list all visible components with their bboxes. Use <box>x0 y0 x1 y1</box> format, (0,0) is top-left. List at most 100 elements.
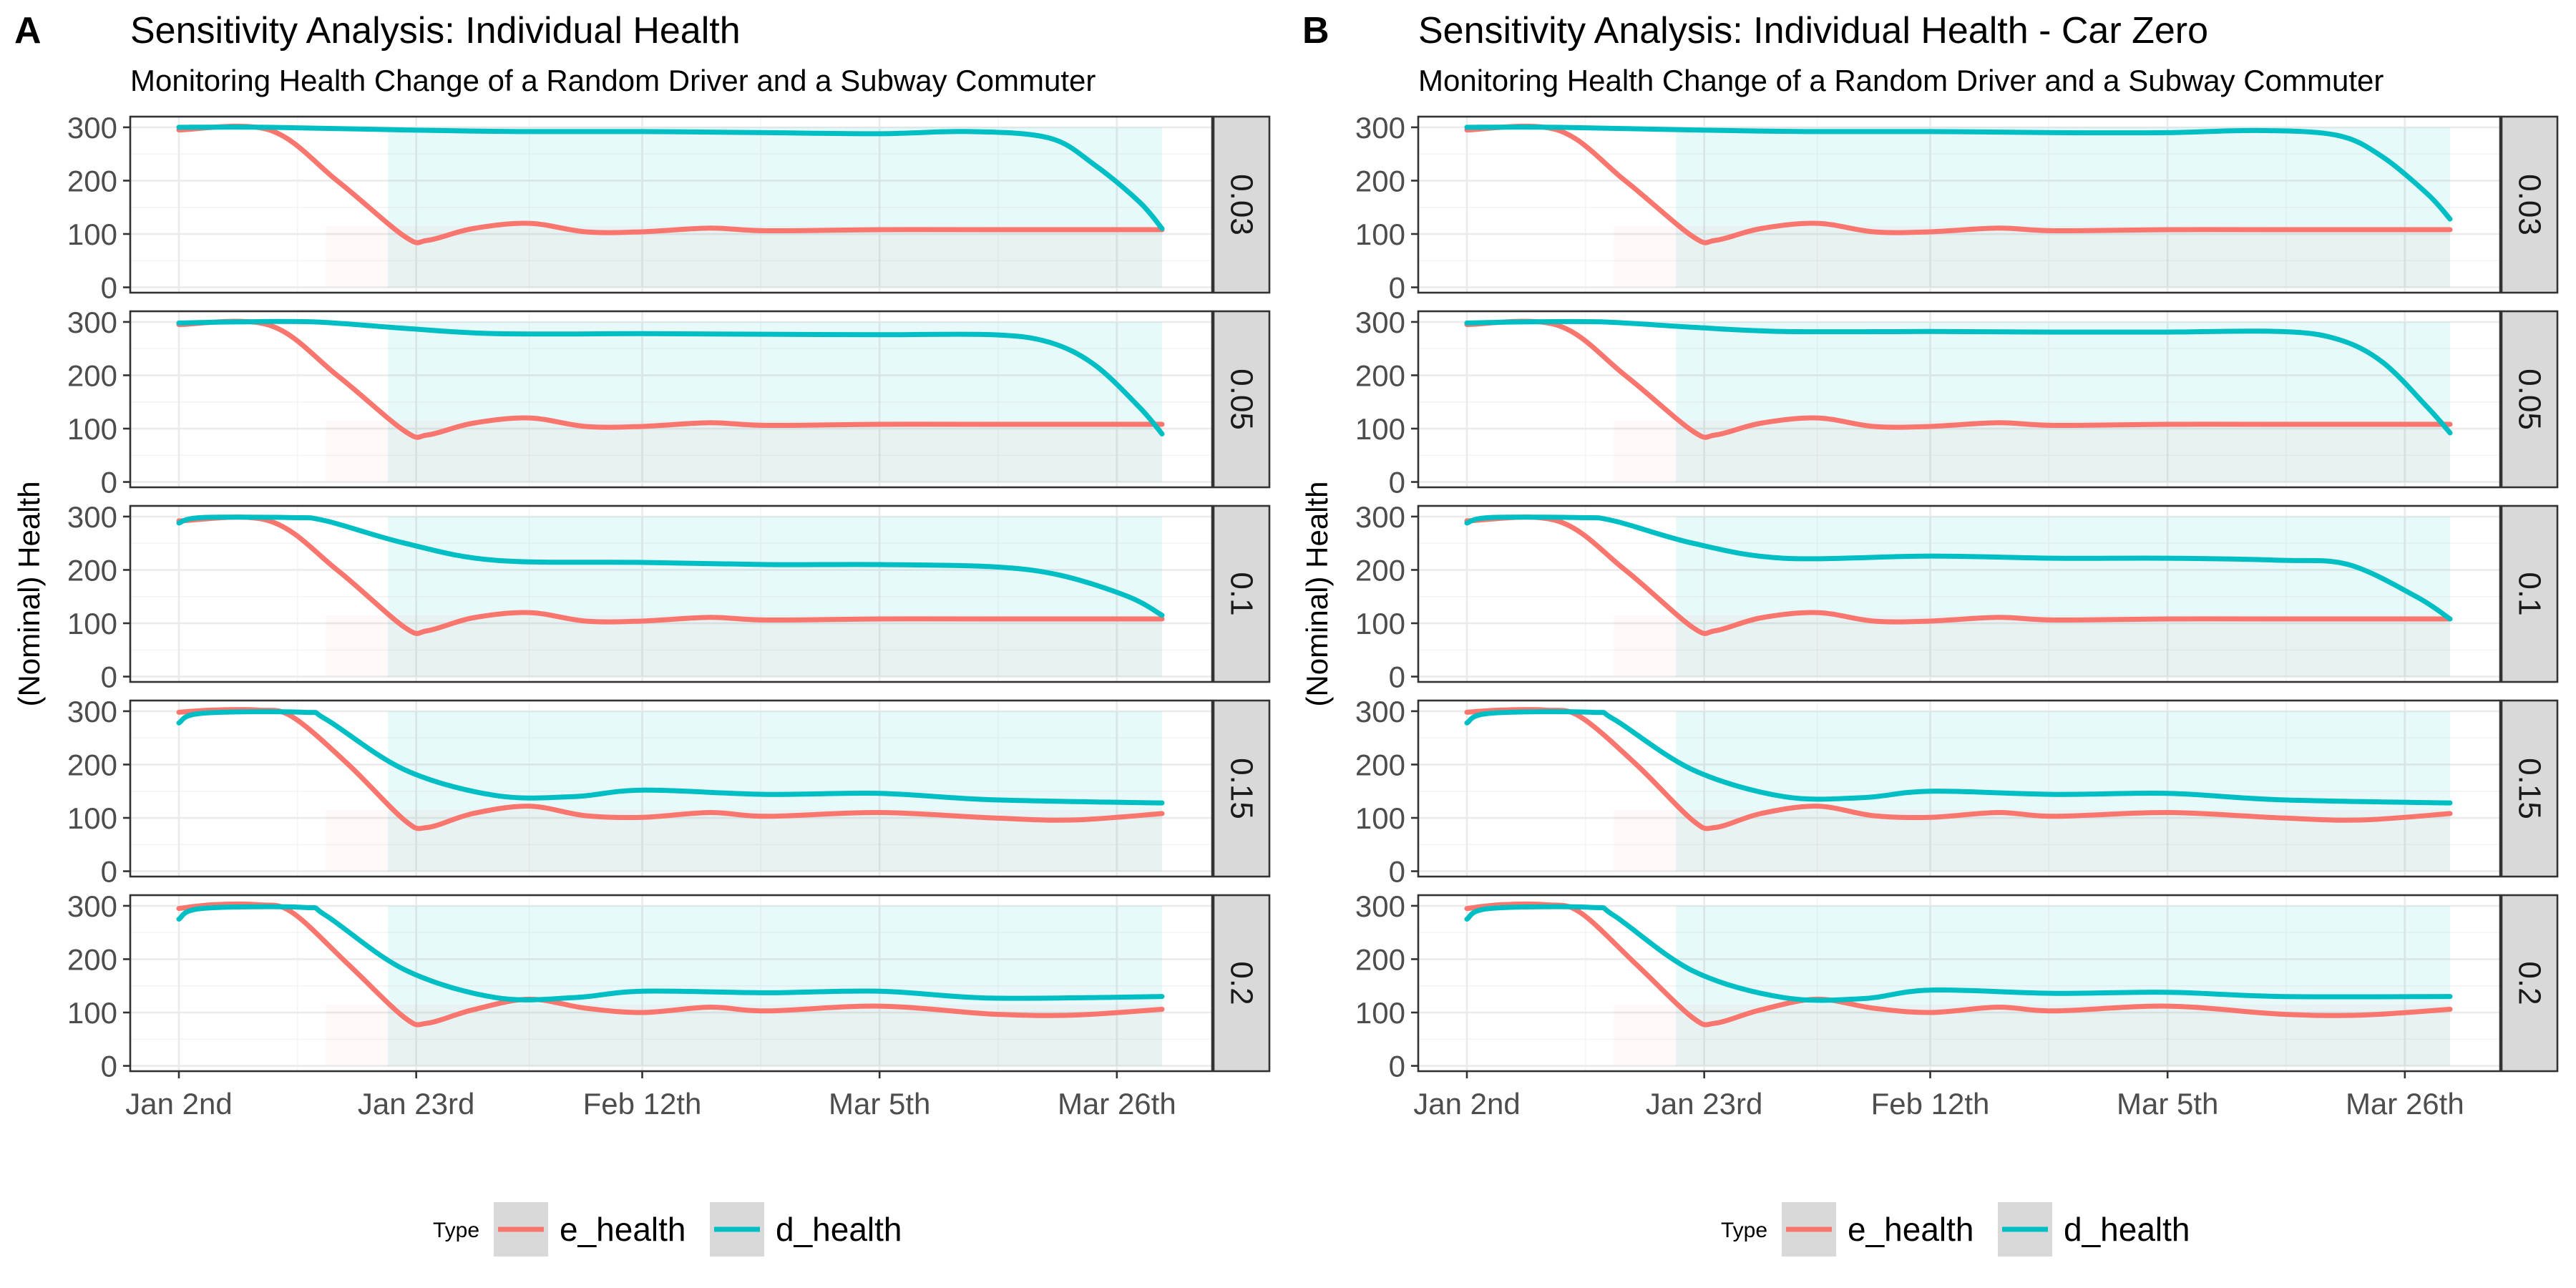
x-tick-label: Feb 12th <box>1871 1087 1990 1121</box>
y-tick-label: 100 <box>67 218 117 251</box>
y-tick-label: 100 <box>1355 218 1405 251</box>
y-tick-label: 100 <box>67 801 117 835</box>
facet-border <box>129 310 1214 489</box>
x-tick-label: Jan 2nd <box>1413 1087 1520 1121</box>
d-health-band <box>388 905 1163 1066</box>
facet-strip <box>1212 310 1271 489</box>
legend-title: Type <box>1721 1219 1767 1242</box>
legend: Type e_health d_health <box>1721 1202 2190 1257</box>
series-line-e-health <box>1464 318 2453 440</box>
x-tick-label: Feb 12th <box>583 1087 702 1121</box>
y-tick-label: 0 <box>101 271 117 305</box>
e-health-band <box>326 225 1163 288</box>
facet-strip <box>1212 504 1271 683</box>
facet-strip <box>1212 699 1271 878</box>
facet-0.15: 0 100 200 300 0.15 <box>1355 695 2559 889</box>
facet-border <box>129 894 1214 1073</box>
facet-strip-label: 0.03 <box>2512 174 2547 235</box>
plot-subtitle: Monitoring Health Change of a Random Dri… <box>130 64 1096 97</box>
facet-strip <box>2500 894 2559 1073</box>
e-health-band <box>1614 420 2450 482</box>
y-tick-label: 200 <box>67 164 117 197</box>
facet-0.1: 0 100 200 300 0.1 <box>1355 500 2559 694</box>
plot-title: Sensitivity Analysis: Individual Health <box>130 10 741 52</box>
series-line-d-health <box>176 709 1165 806</box>
y-tick-label: 0 <box>1389 271 1405 305</box>
y-tick-label: 300 <box>1355 111 1405 145</box>
y-tick-label: 300 <box>1355 306 1405 339</box>
series-line-e-health <box>176 318 1165 440</box>
facet-0.03: 0 100 200 300 0.03 <box>67 111 1271 305</box>
y-tick-label: 0 <box>1389 466 1405 499</box>
series-line-d-health <box>1464 318 2453 436</box>
plot-title: Sensitivity Analysis: Individual Health … <box>1418 10 2208 52</box>
y-tick-label: 200 <box>1355 748 1405 781</box>
facet-strip <box>1212 115 1271 294</box>
panel-tag: A <box>14 10 42 52</box>
y-tick-label: 200 <box>1355 164 1405 197</box>
series-line-d-health <box>176 904 1165 1002</box>
facet-background <box>1418 311 2500 487</box>
facet-0.05: 0 100 200 300 0.05 <box>1355 306 2559 499</box>
facet-border <box>1417 115 2502 294</box>
y-tick-label: 200 <box>67 942 117 976</box>
legend-label-e-health: e_health <box>1848 1211 1974 1248</box>
chart-panel-a: A Sensitivity Analysis: Individual Health… <box>12 10 1271 1257</box>
y-tick-label: 100 <box>1355 607 1405 640</box>
y-axis-title: (Nominal) Health <box>12 481 46 706</box>
y-tick-label: 100 <box>1355 412 1405 446</box>
series-line-e-health <box>1464 123 2453 245</box>
facet-strip-label: 0.05 <box>2512 369 2547 430</box>
series-line-e-health <box>176 901 1165 1028</box>
series-line-d-health <box>1464 709 2453 806</box>
chart-panel-b: B Sensitivity Analysis: Individual Health… <box>1300 10 2559 1257</box>
legend-label-d-health: d_health <box>2064 1211 2190 1248</box>
facet-border <box>1417 699 2502 878</box>
y-tick-label: 100 <box>67 607 117 640</box>
series-line-e-health <box>176 707 1165 831</box>
y-tick-label: 100 <box>67 412 117 446</box>
facet-background <box>130 117 1212 293</box>
series-line-d-health <box>176 514 1165 618</box>
facet-border <box>129 115 1214 294</box>
y-tick-label: 300 <box>1355 889 1405 923</box>
facet-strip-label: 0.15 <box>2512 758 2547 819</box>
y-tick-label: 0 <box>1389 1050 1405 1083</box>
series-line-d-health <box>176 125 1165 231</box>
d-health-band <box>1676 127 2450 288</box>
y-tick-label: 300 <box>67 306 117 339</box>
y-tick-label: 200 <box>1355 358 1405 392</box>
x-tick-label: Mar 5th <box>829 1087 930 1121</box>
facet-border <box>1417 894 2502 1073</box>
series-line-e-health <box>1464 707 2453 831</box>
x-tick-label: Jan 23rd <box>358 1087 474 1121</box>
series-line-d-health <box>1464 514 2453 622</box>
y-tick-label: 300 <box>67 111 117 145</box>
series-line-d-health <box>176 318 1165 436</box>
x-tick-label: Jan 2nd <box>125 1087 232 1121</box>
d-health-band <box>1676 905 2450 1066</box>
legend-label-e-health: e_health <box>560 1211 686 1248</box>
x-tick-label: Mar 26th <box>1058 1087 1176 1121</box>
d-health-band <box>388 127 1163 288</box>
series-line-d-health <box>1464 125 2453 222</box>
facet-strip-label: 0.1 <box>1224 572 1259 615</box>
y-tick-label: 200 <box>67 553 117 587</box>
facet-border <box>1417 504 2502 683</box>
legend-label-d-health: d_health <box>776 1211 902 1248</box>
y-tick-label: 100 <box>1355 996 1405 1030</box>
e-health-band <box>326 420 1163 482</box>
facet-strip-label: 0.2 <box>2512 961 2547 1005</box>
series-line-e-health <box>176 514 1165 636</box>
y-tick-label: 0 <box>101 466 117 499</box>
facet-background <box>130 506 1212 682</box>
plot-subtitle: Monitoring Health Change of a Random Dri… <box>1418 64 2384 97</box>
d-health-band <box>388 711 1163 872</box>
facet-strip-label: 0.1 <box>2512 572 2547 615</box>
y-tick-label: 100 <box>67 996 117 1030</box>
facet-0.2: 0 100 200 300 0.2 <box>1355 889 2559 1083</box>
y-tick-label: 200 <box>67 358 117 392</box>
facet-strip-label: 0.05 <box>1224 369 1259 430</box>
d-health-band <box>388 321 1163 482</box>
